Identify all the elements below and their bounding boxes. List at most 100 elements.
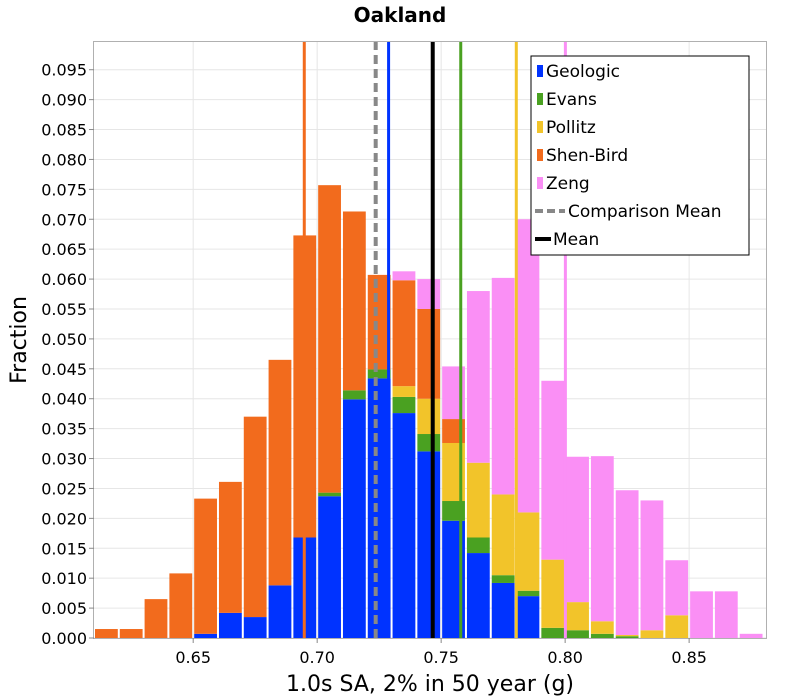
bar-pollitz [466, 462, 490, 538]
bar-geologic [342, 399, 366, 638]
bar-zeng [566, 456, 589, 603]
y-tick-label: 0.070 [41, 210, 87, 229]
legend-zeng-label: Zeng [546, 174, 590, 194]
x-tick-label: 0.85 [671, 648, 707, 667]
y-tick-label: 0.005 [41, 599, 87, 618]
bar-geologic [268, 585, 292, 638]
bar-geologic [516, 596, 540, 638]
bar-geologic [491, 582, 515, 638]
bar-evans [466, 537, 490, 554]
y-tick-label: 0.010 [41, 569, 87, 588]
bar-shen-bird [194, 498, 217, 634]
y-tick-label: 0.085 [41, 121, 87, 140]
bar-evans [491, 575, 515, 583]
y-axis-label: Fraction [7, 296, 32, 384]
bar-pollitz [665, 615, 689, 638]
y-tick-label: 0.045 [41, 360, 87, 379]
bar-shen-bird [268, 359, 292, 586]
y-tick-label: 0.055 [41, 300, 87, 319]
y-tick-label: 0.065 [41, 240, 87, 259]
y-tick-label: 0.035 [41, 420, 87, 439]
y-tick-label: 0.075 [41, 180, 87, 199]
bar-zeng [392, 271, 416, 281]
bar-geologic [466, 553, 490, 638]
y-tick-label: 0.050 [41, 330, 87, 349]
x-axis-label: 1.0s SA, 2% in 50 year (g) [286, 672, 574, 697]
x-tick-label: 0.70 [299, 648, 335, 667]
x-tick-label: 0.65 [175, 648, 211, 667]
bar-shen-bird [342, 211, 366, 391]
bar-zeng [466, 291, 490, 463]
bar-geologic [318, 496, 341, 638]
bar-zeng [714, 591, 738, 638]
legend-pollitz-label: Pollitz [546, 118, 596, 138]
bar-shen-bird [243, 416, 267, 618]
bar-evans [392, 396, 416, 414]
bar-evans [516, 590, 540, 597]
bar-evans [367, 369, 391, 379]
legend-zeng-swatch [537, 177, 543, 189]
y-tick-label: 0.040 [41, 390, 87, 409]
bar-zeng [417, 279, 441, 309]
y-tick-label: 0.095 [41, 61, 87, 80]
bar-zeng [739, 633, 763, 638]
bar-shen-bird [367, 274, 391, 370]
bar-pollitz [566, 602, 589, 631]
x-axis-ticks: 0.65 0.70 0.75 0.80 0.85 [175, 638, 707, 667]
bar-pollitz [615, 635, 639, 637]
legend-geologic-label: Geologic [546, 62, 620, 82]
bar-evans [417, 434, 441, 452]
bar-geologic [367, 378, 391, 638]
plot-frame [93, 41, 767, 639]
legend-shen-bird-swatch [537, 149, 543, 161]
bar-shen-bird [169, 573, 193, 638]
bar-evans [590, 633, 614, 638]
bar-geologic [194, 633, 217, 638]
bar-pollitz [590, 621, 614, 634]
bar-shen-bird [417, 308, 441, 399]
bar-geologic [218, 612, 242, 638]
legend-evans-swatch [537, 93, 543, 105]
legend-evans-label: Evans [546, 90, 597, 110]
legend-mean-label: Mean [553, 230, 599, 250]
bar-zeng [615, 490, 639, 636]
bar-zeng [690, 591, 713, 638]
legend-geologic-swatch [537, 65, 543, 77]
y-tick-label: 0.020 [41, 509, 87, 528]
bar-geologic [417, 451, 441, 638]
y-tick-label: 0.080 [41, 150, 87, 169]
bar-shen-bird [392, 280, 416, 387]
x-tick-label: 0.80 [547, 648, 583, 667]
bar-zeng [665, 560, 689, 616]
bar-zeng [590, 456, 614, 622]
y-tick-label: 0.030 [41, 450, 87, 469]
bar-shen-bird [218, 481, 242, 613]
legend-comparison-mean-label: Comparison Mean [568, 202, 722, 222]
bars [95, 185, 763, 638]
bar-zeng [516, 219, 540, 513]
legend-box [530, 55, 750, 256]
bar-evans [566, 630, 589, 638]
y-tick-label: 0.090 [41, 91, 87, 110]
bar-pollitz [491, 494, 515, 576]
bar-shen-bird [144, 599, 168, 638]
bar-evans [541, 627, 565, 638]
y-tick-label: 0.015 [41, 539, 87, 558]
bar-evans [615, 636, 639, 638]
legend-shen-bird-label: Shen-Bird [546, 146, 628, 166]
bar-evans [318, 492, 341, 497]
bar-pollitz [392, 386, 416, 397]
bar-shen-bird [95, 629, 118, 638]
y-tick-label: 0.000 [41, 629, 87, 648]
chart-title: Oakland [354, 3, 447, 27]
bar-shen-bird [318, 185, 341, 493]
bar-pollitz [417, 398, 441, 435]
bar-pollitz [640, 630, 664, 638]
bar-pollitz [516, 512, 540, 591]
bar-shen-bird [119, 629, 143, 638]
y-tick-label: 0.025 [41, 479, 87, 498]
bar-zeng [491, 277, 515, 495]
legend-pollitz-swatch [537, 121, 543, 133]
bar-pollitz [541, 559, 565, 628]
